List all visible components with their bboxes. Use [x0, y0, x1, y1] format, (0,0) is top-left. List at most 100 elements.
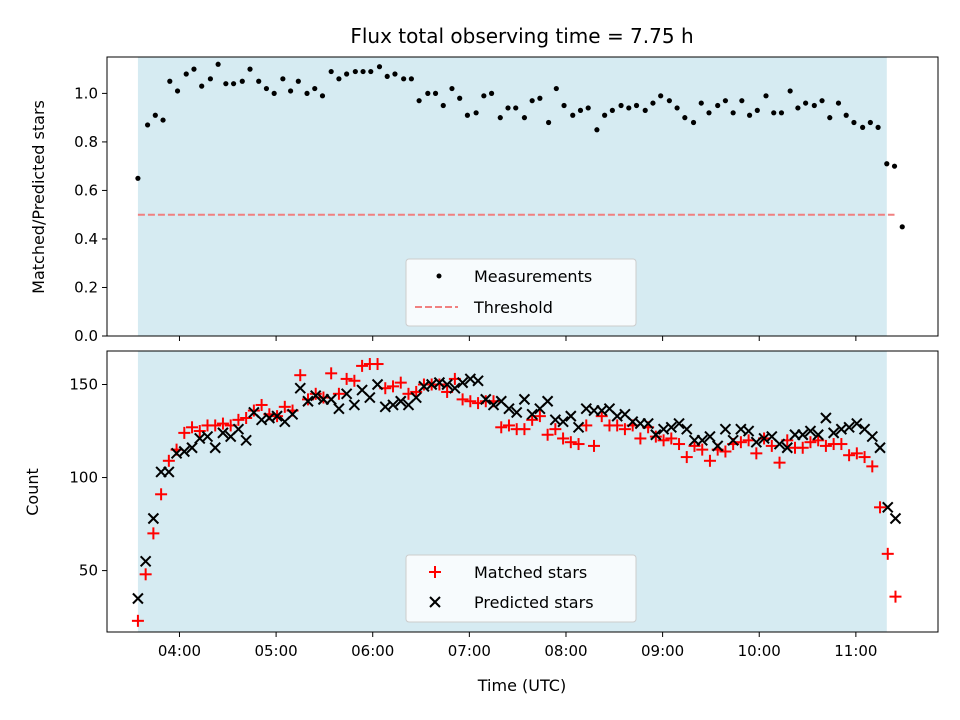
measurement-point: [609, 107, 615, 113]
ratio-plot-frame: [106, 56, 939, 337]
measurement-point: [819, 98, 825, 104]
count-y-axis-ticks: 50 100 150: [69, 375, 107, 580]
measurement-point: [570, 112, 576, 118]
matched-stars-point: [309, 387, 322, 400]
measurement-point: [144, 122, 151, 128]
matched-stars-point: [804, 436, 817, 449]
matched-stars-point: [502, 419, 515, 432]
predicted-stars-point: [286, 408, 299, 420]
predicted-stars-point: [364, 391, 376, 404]
measurement-point: [851, 119, 857, 126]
x-tick-label: 06:00: [351, 642, 394, 660]
measurement-point: [271, 90, 277, 96]
predicted-stars-point: [650, 429, 662, 441]
matched-stars-point: [325, 367, 338, 380]
matched-stars-point: [564, 436, 577, 449]
matched-stars-point: [533, 410, 546, 423]
measurement-point: [425, 90, 431, 96]
measurement-point: [312, 85, 318, 92]
ratio-y-axis-ticks: 0.0 0.2 0.4 0.6 0.8 1.0: [74, 84, 107, 345]
predicted-stars-point: [441, 378, 453, 391]
measurement-point: [860, 124, 866, 130]
matched-stars-point: [703, 454, 716, 467]
predicted-stars-point: [874, 442, 886, 454]
matched-stars-point: [696, 443, 709, 456]
measurement-point: [473, 110, 479, 116]
matched-stars-point: [618, 423, 631, 436]
matched-stars-point: [866, 460, 879, 473]
measurement-point: [408, 76, 414, 82]
measurement-point: [416, 98, 422, 104]
measurement-point: [577, 107, 584, 113]
measurement-point: [746, 112, 753, 118]
measurement-point: [304, 90, 310, 96]
measurement-point: [505, 105, 511, 111]
predicted-stars-point: [727, 434, 739, 447]
matched-stars-point: [518, 423, 531, 436]
measurements-legend-label: Measurements: [474, 267, 592, 286]
measurement-point: [481, 93, 487, 99]
matched-stars-point: [371, 358, 384, 371]
measurement-point: [152, 112, 158, 118]
measurement-point: [464, 112, 471, 118]
x-tick-label: 10:00: [738, 642, 781, 660]
measurement-point: [682, 115, 688, 121]
matched-stars-point: [216, 417, 229, 430]
matched-stars-point: [549, 423, 562, 436]
matched-stars-point: [147, 527, 160, 540]
measurement-point: [666, 98, 672, 104]
predicted-stars-point: [410, 391, 422, 404]
ratio-legend-box: [405, 258, 637, 327]
measurement-point: [513, 105, 519, 111]
measurement-point: [561, 102, 567, 109]
matched-stars-point: [387, 380, 400, 393]
measurement-point: [884, 161, 890, 167]
predicted-stars-point: [742, 425, 755, 437]
measurement-point: [730, 110, 736, 116]
measurement-point: [401, 76, 407, 82]
ratio-y-tick-label: 0.4: [74, 230, 98, 248]
x-tick-label: 07:00: [448, 642, 491, 660]
measurement-point: [368, 68, 374, 75]
measurement-point: [899, 224, 905, 230]
measurement-point: [835, 100, 842, 106]
measurement-point: [497, 115, 503, 121]
measurement-point: [674, 105, 680, 111]
measurement-point: [771, 110, 777, 116]
predicted-stars-point: [889, 512, 902, 525]
predicted-stars-point: [163, 466, 175, 478]
matched-stars-point: [232, 413, 245, 426]
measurement-point: [449, 85, 455, 92]
predicted-stars-point: [294, 382, 306, 394]
matched-stars-point: [665, 432, 678, 445]
measurement-point: [843, 112, 849, 118]
predicted-stars-point: [302, 395, 314, 407]
measurement-point: [247, 66, 253, 72]
x-tick-label: 08:00: [544, 642, 587, 660]
predicted-stars-point: [665, 421, 678, 434]
x-tick-label: 04:00: [158, 642, 201, 660]
matched-stars-point: [572, 438, 585, 451]
matched-stars-point: [719, 445, 732, 458]
measurement-point: [811, 102, 817, 109]
x-tick-label: 11:00: [834, 642, 877, 660]
measurement-point: [698, 100, 704, 106]
predicted-stars-point: [518, 393, 531, 406]
predicted-stars-point: [704, 430, 716, 443]
matched-stars-series: [131, 358, 902, 627]
predicted-stars-point: [866, 430, 879, 443]
measurement-point: [376, 64, 383, 70]
predicted-stars-point: [882, 501, 894, 514]
ratio-y-axis-label: Matched/Predicted stars: [29, 100, 48, 294]
measurement-point: [690, 119, 697, 126]
threshold-legend-label: Threshold: [473, 298, 553, 317]
matched-stars-point: [858, 451, 871, 464]
matched-stars-point: [317, 391, 330, 404]
predicted-stars-point: [348, 399, 361, 411]
measurement-point: [319, 93, 326, 99]
measurement-point: [537, 95, 543, 101]
x-axis-label: Time (UTC): [477, 676, 566, 695]
measurement-point: [585, 105, 591, 111]
predicted-stars-point: [773, 438, 786, 450]
